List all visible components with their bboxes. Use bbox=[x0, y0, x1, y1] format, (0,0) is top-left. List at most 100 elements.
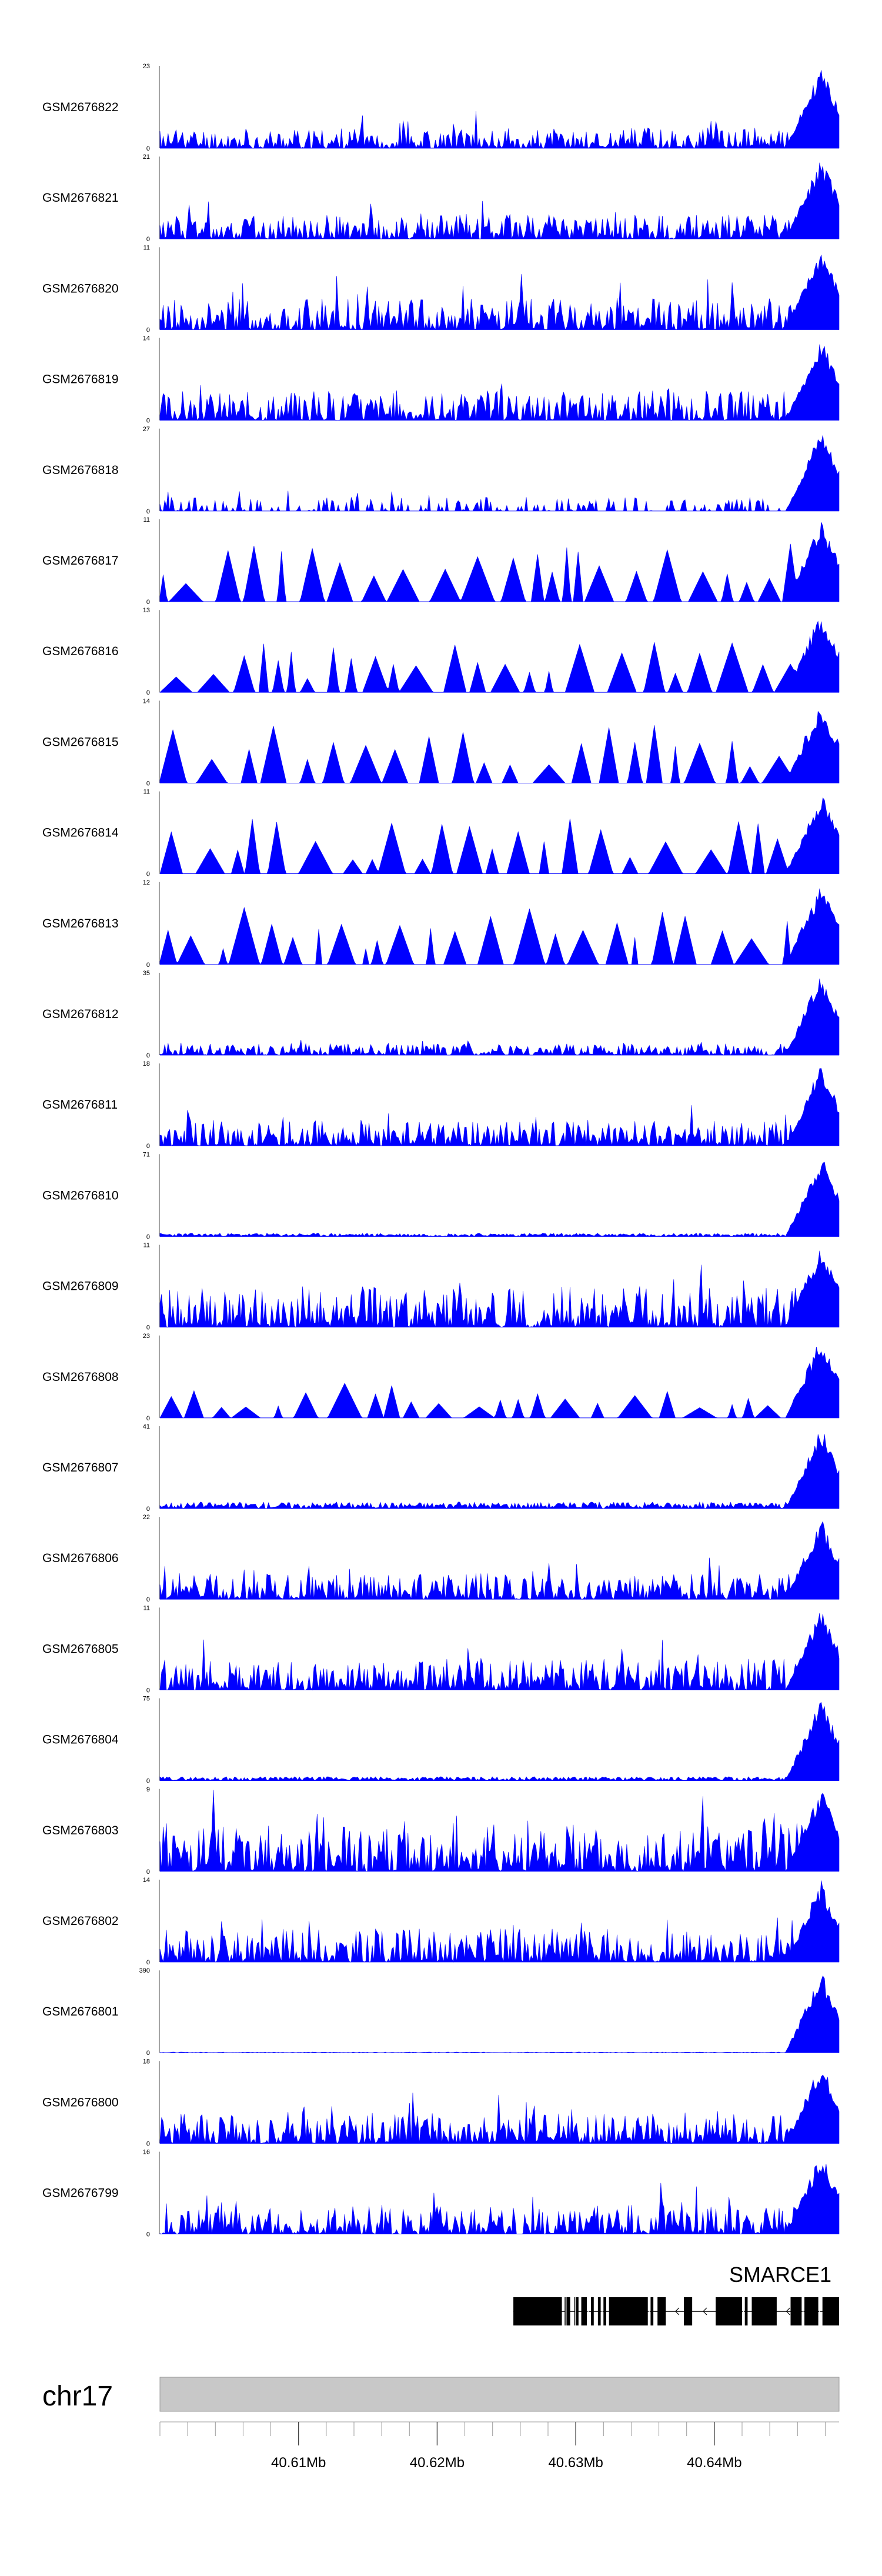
y-tick-min: 0 bbox=[146, 780, 150, 787]
y-tick-max: 23 bbox=[143, 63, 150, 70]
y-tick-min: 0 bbox=[146, 962, 150, 969]
y-tick-max: 75 bbox=[143, 1696, 150, 1703]
y-tick-max: 21 bbox=[143, 154, 150, 161]
track-GSM2676804: GSM2676804 75 0 bbox=[42, 1696, 840, 1785]
y-tick-max: 11 bbox=[143, 1604, 150, 1611]
track-label: GSM2676812 bbox=[42, 1007, 119, 1021]
track-label: GSM2676806 bbox=[42, 1551, 119, 1565]
y-tick-max: 11 bbox=[143, 244, 150, 251]
track-GSM2676820: GSM2676820 11 0 bbox=[42, 244, 840, 333]
y-tick-max: 71 bbox=[143, 1151, 150, 1158]
track-GSM2676799: GSM2676799 16 0 bbox=[42, 2149, 840, 2238]
chromosome-band bbox=[159, 2377, 840, 2412]
signal-area bbox=[159, 1976, 840, 2053]
y-tick-min: 0 bbox=[146, 1868, 150, 1876]
x-tick-label: 40.63Mb bbox=[548, 2455, 603, 2471]
y-tick-max: 16 bbox=[143, 2149, 150, 2156]
track-label: GSM2676821 bbox=[42, 191, 119, 205]
y-tick-min: 0 bbox=[146, 871, 150, 878]
y-tick-max: 390 bbox=[139, 1967, 150, 1974]
exon bbox=[609, 2297, 648, 2325]
track-label: GSM2676818 bbox=[42, 463, 119, 477]
y-tick-min: 0 bbox=[146, 1687, 150, 1694]
track-label: GSM2676800 bbox=[42, 2095, 119, 2109]
y-tick-max: 23 bbox=[143, 1333, 150, 1340]
y-tick-min: 0 bbox=[146, 2231, 150, 2238]
y-tick-max: 14 bbox=[143, 335, 150, 342]
track-label: GSM2676817 bbox=[42, 554, 119, 568]
signal-area bbox=[159, 1790, 840, 1872]
track-label: GSM2676810 bbox=[42, 1189, 119, 1202]
signal-area bbox=[159, 1702, 840, 1781]
track-GSM2676822: GSM2676822 23 0 bbox=[42, 63, 840, 152]
strand-arrow bbox=[786, 2307, 790, 2315]
signal-area bbox=[159, 620, 840, 693]
strand-arrow bbox=[675, 2307, 680, 2315]
exon bbox=[744, 2297, 748, 2325]
track-GSM2676819: GSM2676819 14 0 bbox=[42, 335, 840, 425]
y-tick-min: 0 bbox=[146, 2050, 150, 2057]
y-tick-max: 13 bbox=[143, 607, 150, 614]
y-tick-min: 0 bbox=[146, 2140, 150, 2147]
track-GSM2676817: GSM2676817 11 0 bbox=[42, 516, 840, 606]
y-tick-min: 0 bbox=[146, 1324, 150, 1332]
track-GSM2676818: GSM2676818 27 0 bbox=[42, 426, 840, 515]
track-GSM2676807: GSM2676807 41 0 bbox=[42, 1423, 840, 1513]
y-tick-min: 0 bbox=[146, 1233, 150, 1240]
track-label: GSM2676820 bbox=[42, 282, 119, 295]
y-tick-max: 14 bbox=[143, 698, 150, 705]
track-label: GSM2676801 bbox=[42, 2005, 119, 2018]
track-GSM2676800: GSM2676800 18 0 bbox=[42, 2058, 840, 2147]
y-tick-max: 27 bbox=[143, 426, 150, 433]
exon bbox=[804, 2297, 818, 2325]
exon bbox=[657, 2297, 666, 2325]
signal-area bbox=[159, 2164, 840, 2235]
exon bbox=[603, 2297, 606, 2325]
track-label: GSM2676808 bbox=[42, 1370, 119, 1384]
track-GSM2676806: GSM2676806 22 0 bbox=[42, 1514, 840, 1603]
signal-area bbox=[159, 710, 840, 783]
track-label: GSM2676802 bbox=[42, 1914, 119, 1928]
track-GSM2676816: GSM2676816 13 0 bbox=[42, 607, 840, 696]
y-tick-min: 0 bbox=[146, 599, 150, 606]
exon bbox=[513, 2297, 562, 2325]
x-tick-label: 40.64Mb bbox=[687, 2455, 741, 2471]
signal-area bbox=[159, 2074, 840, 2144]
track-label: GSM2676815 bbox=[42, 735, 119, 749]
track-GSM2676801: GSM2676801 390 0 bbox=[42, 1967, 840, 2057]
track-GSM2676815: GSM2676815 14 0 bbox=[42, 698, 840, 787]
exon bbox=[684, 2297, 693, 2325]
y-tick-max: 18 bbox=[143, 1060, 150, 1067]
exon bbox=[581, 2297, 587, 2325]
exon bbox=[564, 2297, 570, 2325]
track-label: GSM2676813 bbox=[42, 917, 119, 930]
y-tick-min: 0 bbox=[146, 1778, 150, 1785]
track-label: GSM2676804 bbox=[42, 1733, 119, 1747]
y-tick-min: 0 bbox=[146, 418, 150, 425]
signal-area bbox=[159, 1068, 840, 1147]
y-tick-min: 0 bbox=[146, 1052, 150, 1059]
track-GSM2676802: GSM2676802 14 0 bbox=[42, 1877, 840, 1966]
y-tick-max: 41 bbox=[143, 1423, 150, 1430]
track-label: GSM2676805 bbox=[42, 1642, 119, 1656]
track-label: GSM2676803 bbox=[42, 1824, 119, 1837]
signal-area bbox=[159, 1162, 840, 1237]
y-tick-max: 12 bbox=[143, 879, 150, 886]
y-tick-min: 0 bbox=[146, 1596, 150, 1603]
track-GSM2676813: GSM2676813 12 0 bbox=[42, 879, 840, 969]
y-tick-min: 0 bbox=[146, 508, 150, 515]
signal-area bbox=[159, 162, 840, 240]
track-label: GSM2676816 bbox=[42, 645, 119, 658]
track-GSM2676805: GSM2676805 11 0 bbox=[42, 1604, 840, 1694]
exon bbox=[822, 2297, 839, 2325]
x-tick-label: 40.62Mb bbox=[410, 2455, 465, 2471]
x-tick-label: 40.61Mb bbox=[271, 2455, 326, 2471]
signal-area bbox=[159, 1613, 840, 1691]
y-tick-max: 14 bbox=[143, 1877, 150, 1884]
chromosome-ideogram: chr17 bbox=[42, 2377, 840, 2412]
signal-area bbox=[159, 344, 840, 421]
exon bbox=[650, 2297, 654, 2325]
signal-area bbox=[159, 797, 840, 875]
signal-area bbox=[159, 1347, 840, 1419]
